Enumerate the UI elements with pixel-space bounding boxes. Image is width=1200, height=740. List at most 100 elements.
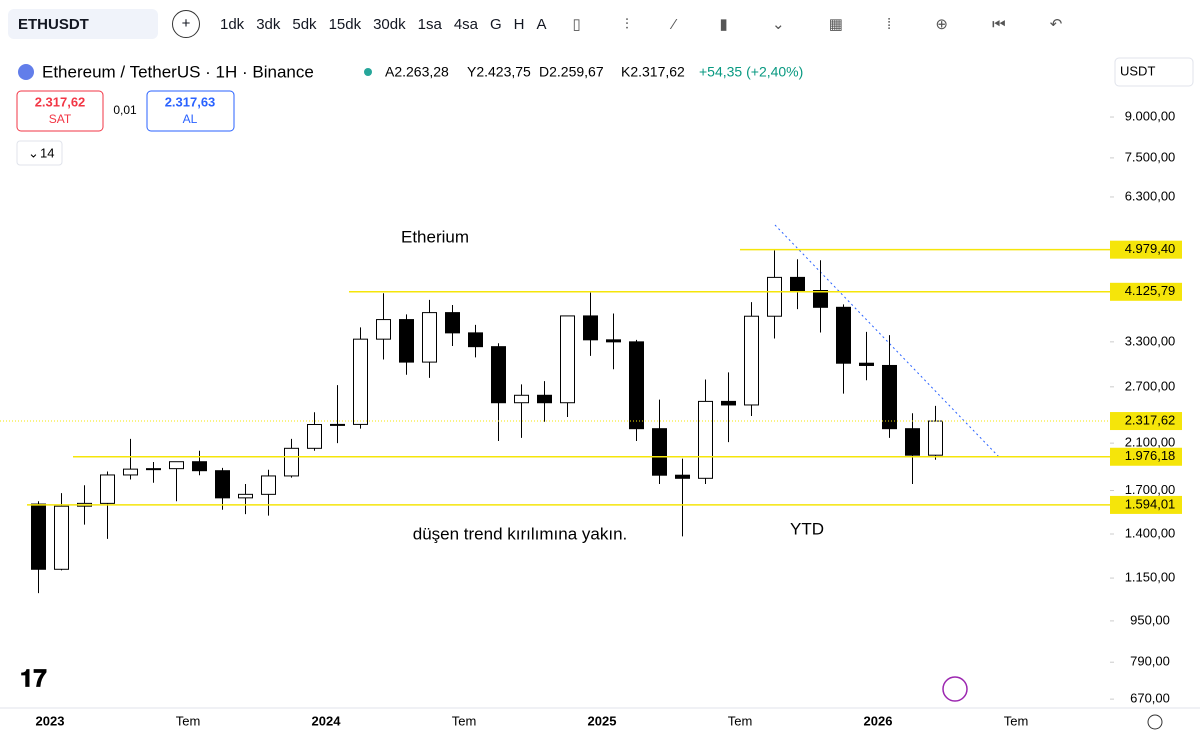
interval[interactable]: 3dk xyxy=(256,15,281,33)
candle-body xyxy=(882,364,897,430)
ohlc-open: A2.263,28 xyxy=(385,64,449,80)
y-tick-label: 2.700,00 xyxy=(1125,378,1176,393)
interval[interactable]: 5dk xyxy=(292,15,317,33)
level-label: 1.976,18 xyxy=(1125,448,1176,463)
annotation: YTD xyxy=(790,519,824,538)
candle-body xyxy=(698,400,713,479)
x-tick-label: 2025 xyxy=(588,713,617,728)
candle-body xyxy=(744,315,759,406)
ohlc-high: Y2.423,75 xyxy=(467,64,531,80)
buy-price: 2.317,63 xyxy=(165,94,216,109)
ohlc-low: D2.259,67 xyxy=(539,64,604,80)
legend-title: Ethereum / TetherUS · 1H · Binance xyxy=(42,62,314,81)
y-tick-label: 7.500,00 xyxy=(1125,149,1176,164)
candle-body xyxy=(123,468,138,476)
x-tick-label: Tem xyxy=(1004,713,1029,728)
interval[interactable]: A xyxy=(536,15,547,33)
y-tick-label: 950,00 xyxy=(1130,612,1170,627)
candle-body xyxy=(307,424,322,449)
candle-body xyxy=(215,470,230,499)
indicator-count: 14 xyxy=(40,145,54,160)
sell-label: SAT xyxy=(49,112,72,126)
candle-body xyxy=(836,306,851,364)
sell-button[interactable] xyxy=(16,90,104,132)
candle-body xyxy=(31,503,46,570)
candle-body xyxy=(100,474,115,504)
x-tick-label: 2026 xyxy=(864,713,893,728)
candle-body xyxy=(445,312,460,334)
y-tick-label: 9.000,00 xyxy=(1125,108,1176,123)
candle-body xyxy=(813,290,828,308)
interval[interactable]: 1dk xyxy=(220,15,245,33)
level-label: 1.594,01 xyxy=(1125,496,1176,511)
add-symbol[interactable]: + xyxy=(172,10,200,38)
y-tick-label: 6.300,00 xyxy=(1125,188,1176,203)
candle-body xyxy=(146,468,161,471)
candle-body xyxy=(905,428,920,456)
candle-body xyxy=(675,474,690,479)
buy-button[interactable] xyxy=(146,90,235,132)
candle-body xyxy=(767,276,782,317)
candle-body xyxy=(330,423,345,426)
buy-label: AL xyxy=(183,112,198,126)
y-tick-label: 2.100,00 xyxy=(1125,435,1176,450)
chevron: ⌄ xyxy=(28,145,39,160)
candle-body xyxy=(422,312,437,363)
candle-body xyxy=(652,428,667,476)
intervals: 1dk 3dk 5dk 15dk 30dk 1sa 4sa G H A xyxy=(214,16,553,33)
level-label-bg xyxy=(1110,282,1182,301)
eth-icon xyxy=(18,64,34,80)
chart: Ethereum / TetherUS · 1H · Binance A2.26… xyxy=(0,48,1200,740)
y-tick-label: 3.300,00 xyxy=(1125,333,1176,348)
spread: 0,01 xyxy=(113,103,137,117)
candle-body xyxy=(399,319,414,363)
level-label-bg xyxy=(1110,495,1182,514)
level-label-bg xyxy=(1110,240,1182,259)
candle-body xyxy=(376,319,391,340)
candle-body xyxy=(468,332,483,348)
annotation: düşen trend kırılımına yakın. xyxy=(413,524,628,543)
y-tick-label: 1.700,00 xyxy=(1125,482,1176,497)
last-price-bg xyxy=(1110,412,1182,431)
annotation: Etherium xyxy=(401,227,469,246)
candle-body xyxy=(629,341,644,430)
candle-body xyxy=(261,475,276,495)
candle-body xyxy=(859,362,874,366)
y-tick-label: 1.150,00 xyxy=(1125,570,1176,585)
candle-body xyxy=(928,420,943,456)
candle-body xyxy=(54,505,69,570)
settings-icon[interactable] xyxy=(1147,714,1163,730)
interval[interactable]: 1sa xyxy=(417,15,442,33)
y-tick-label: 1.400,00 xyxy=(1125,525,1176,540)
x-tick-label: Tem xyxy=(452,713,477,728)
y-tick-label: 670,00 xyxy=(1130,691,1170,706)
candle-body xyxy=(514,394,529,404)
candle-body xyxy=(491,346,506,404)
y-tick-label: 790,00 xyxy=(1130,654,1170,669)
interval[interactable]: 30dk xyxy=(373,15,406,33)
interval[interactable]: G xyxy=(490,15,502,33)
bg xyxy=(0,48,1200,740)
candle-body xyxy=(560,315,575,404)
trend-line xyxy=(774,224,1001,459)
candle-body xyxy=(169,461,184,470)
symbol[interactable]: ETHUSDT xyxy=(8,9,158,39)
last-price-label: 2.317,62 xyxy=(1125,412,1176,427)
currency-select[interactable] xyxy=(1114,57,1194,87)
x-tick-label: 2024 xyxy=(312,713,342,728)
level-label: 4.125,79 xyxy=(1125,283,1176,298)
interval[interactable]: 4sa xyxy=(453,15,478,33)
currency: USDT xyxy=(1120,63,1155,78)
tool-icons: ▯ ⫶ ⁄ ▮ ⌄ ▦ ⁞ ⊕ ⏮ ↶ xyxy=(572,16,1083,33)
flash-icon[interactable] xyxy=(942,676,968,702)
toolbar: ETHUSDT + 1dk 3dk 5dk 15dk 30dk 1sa 4sa G H A ▯ ⫶… xyxy=(0,0,1200,49)
x-tick-label: Tem xyxy=(176,713,201,728)
interval[interactable]: H xyxy=(513,15,525,33)
candle-body xyxy=(606,339,621,343)
indicator-toggle[interactable] xyxy=(16,140,63,166)
candle-body xyxy=(583,315,598,341)
candle-body xyxy=(353,338,368,425)
interval[interactable]: 15dk xyxy=(328,15,362,33)
tv-logo: 𝟏𝟕 xyxy=(20,665,47,692)
